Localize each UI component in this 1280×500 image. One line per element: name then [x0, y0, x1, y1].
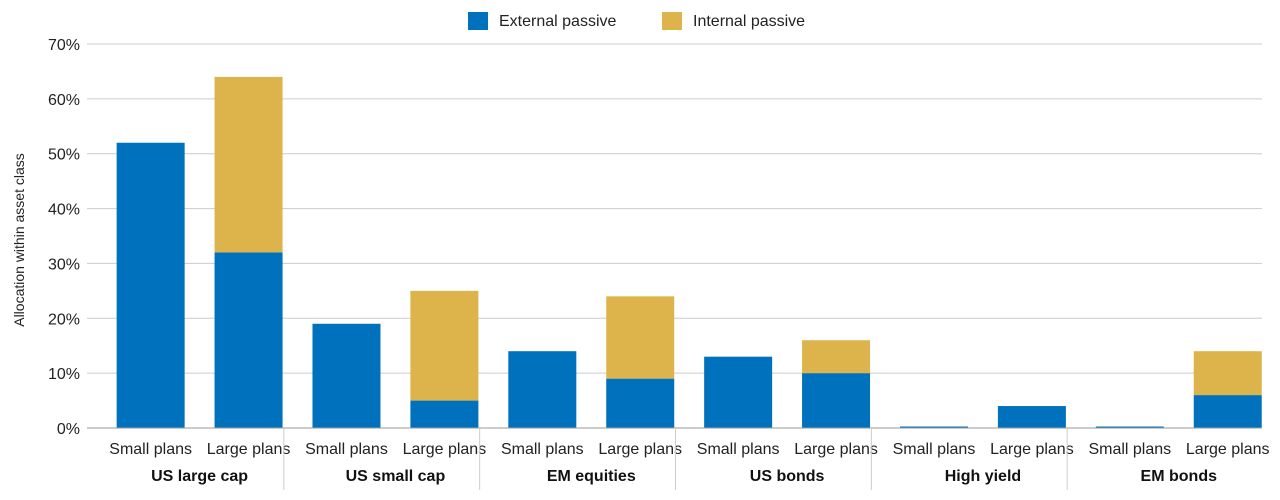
bar-em-equities-small-plans-external-passive	[508, 351, 577, 428]
bar-us-bonds-small-plans-external-passive	[704, 356, 773, 428]
x-group-label: US small cap	[346, 468, 446, 485]
x-subcategory-label: Large plans	[207, 441, 291, 458]
legend: External passive Internal passive	[468, 12, 805, 30]
x-subcategory-label: Large plans	[990, 441, 1074, 458]
x-subcategory-label: Large plans	[403, 441, 487, 458]
legend-label-internal-passive: Internal passive	[693, 13, 805, 30]
y-tick-label: 40%	[48, 202, 80, 219]
x-subcategory-label: Small plans	[305, 441, 388, 458]
bar-us-bonds-large-plans-external-passive	[802, 373, 871, 428]
y-tick-label: 0%	[57, 421, 80, 438]
legend-swatch-external-passive	[468, 12, 488, 30]
bar-us-bonds-large-plans-internal-passive	[802, 340, 871, 374]
x-subcategory-label: Small plans	[501, 441, 584, 458]
y-axis-label: Allocation within asset class	[11, 153, 27, 327]
y-tick-label: 50%	[48, 147, 80, 164]
x-axis: Small plans Large plans US large cap Small …	[87, 427, 1270, 490]
x-subcategory-label: Small plans	[697, 441, 780, 458]
bar-em-equities-large-plans-internal-passive	[606, 296, 675, 379]
bar-us-small-cap-large-plans-external-passive	[410, 400, 479, 428]
bar-high-yield-large-plans-external-passive	[997, 406, 1066, 428]
y-axis-ticks: 0% 10% 20% 30% 40% 50% 60% 70%	[48, 37, 80, 438]
y-tick-label: 10%	[48, 366, 80, 383]
x-group-label: US bonds	[750, 468, 825, 485]
bar-em-bonds-large-plans-external-passive	[1193, 395, 1262, 428]
y-tick-label: 30%	[48, 256, 80, 273]
bars	[116, 76, 1262, 428]
x-subcategory-label: Large plans	[1186, 441, 1270, 458]
bar-us-large-cap-large-plans-internal-passive	[214, 76, 283, 253]
x-group-label: US large cap	[151, 468, 248, 485]
x-subcategory-label: Large plans	[598, 441, 682, 458]
x-subcategory-label: Small plans	[1088, 441, 1171, 458]
gridlines	[87, 43, 1262, 374]
bar-em-bonds-large-plans-internal-passive	[1193, 351, 1262, 396]
y-tick-label: 20%	[48, 311, 80, 328]
legend-swatch-internal-passive	[662, 12, 682, 30]
x-group-label: EM equities	[547, 468, 636, 485]
bar-high-yield-small-plans-external-passive	[899, 426, 968, 428]
bar-us-large-cap-small-plans-external-passive	[116, 142, 185, 428]
legend-label-external-passive: External passive	[499, 13, 616, 30]
y-tick-label: 70%	[48, 37, 80, 54]
bar-em-bonds-small-plans-external-passive	[1095, 426, 1164, 428]
bar-us-small-cap-small-plans-external-passive	[312, 323, 381, 428]
bar-us-large-cap-large-plans-external-passive	[214, 252, 283, 428]
x-group-label: EM bonds	[1141, 468, 1218, 485]
bar-em-equities-large-plans-external-passive	[606, 378, 675, 428]
x-subcategory-label: Large plans	[794, 441, 878, 458]
x-subcategory-label: Small plans	[109, 441, 192, 458]
x-group-label: High yield	[945, 468, 1021, 485]
x-subcategory-label: Small plans	[893, 441, 976, 458]
bar-us-small-cap-large-plans-internal-passive	[410, 290, 479, 401]
y-tick-label: 60%	[48, 92, 80, 109]
